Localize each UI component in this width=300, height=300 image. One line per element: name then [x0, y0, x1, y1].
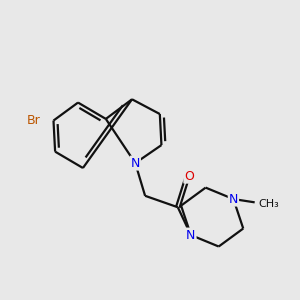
Text: O: O — [184, 170, 194, 183]
Text: N: N — [186, 229, 196, 242]
Text: Br: Br — [26, 114, 40, 127]
Text: N: N — [130, 157, 140, 169]
Text: N: N — [229, 193, 238, 206]
Text: CH₃: CH₃ — [259, 199, 279, 209]
